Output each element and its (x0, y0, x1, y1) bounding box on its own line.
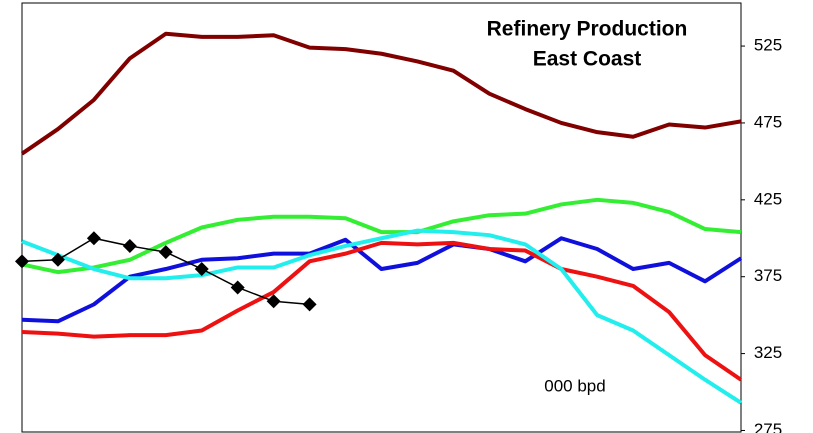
series-line (21, 240, 743, 382)
diamond-marker (302, 297, 317, 312)
unit-annotation: 000 bpd (544, 376, 605, 395)
diamond-marker (158, 245, 173, 260)
series-line (20, 31, 742, 156)
y-tick-label: 325 (754, 343, 782, 362)
diamond-marker (194, 262, 209, 277)
y-tick-label: 475 (754, 112, 782, 131)
diamond-marker (266, 294, 281, 309)
chart-title: East Coast (533, 48, 642, 71)
series-line (21, 236, 743, 324)
diamond-marker (230, 280, 245, 295)
series-line (21, 197, 742, 275)
series-line (21, 228, 743, 405)
diamond-marker (50, 252, 65, 267)
y-tick-label: 425 (754, 189, 782, 208)
y-tick-label: 525 (754, 36, 782, 55)
plot-frame (21, 2, 742, 433)
chart-title: Refinery Production (487, 18, 688, 41)
diamond-marker (122, 238, 137, 253)
y-tick-label: 375 (754, 266, 782, 285)
diamond-marker (86, 231, 101, 246)
y-tick-label: 275 (754, 420, 782, 433)
diamond-marker (15, 254, 29, 269)
